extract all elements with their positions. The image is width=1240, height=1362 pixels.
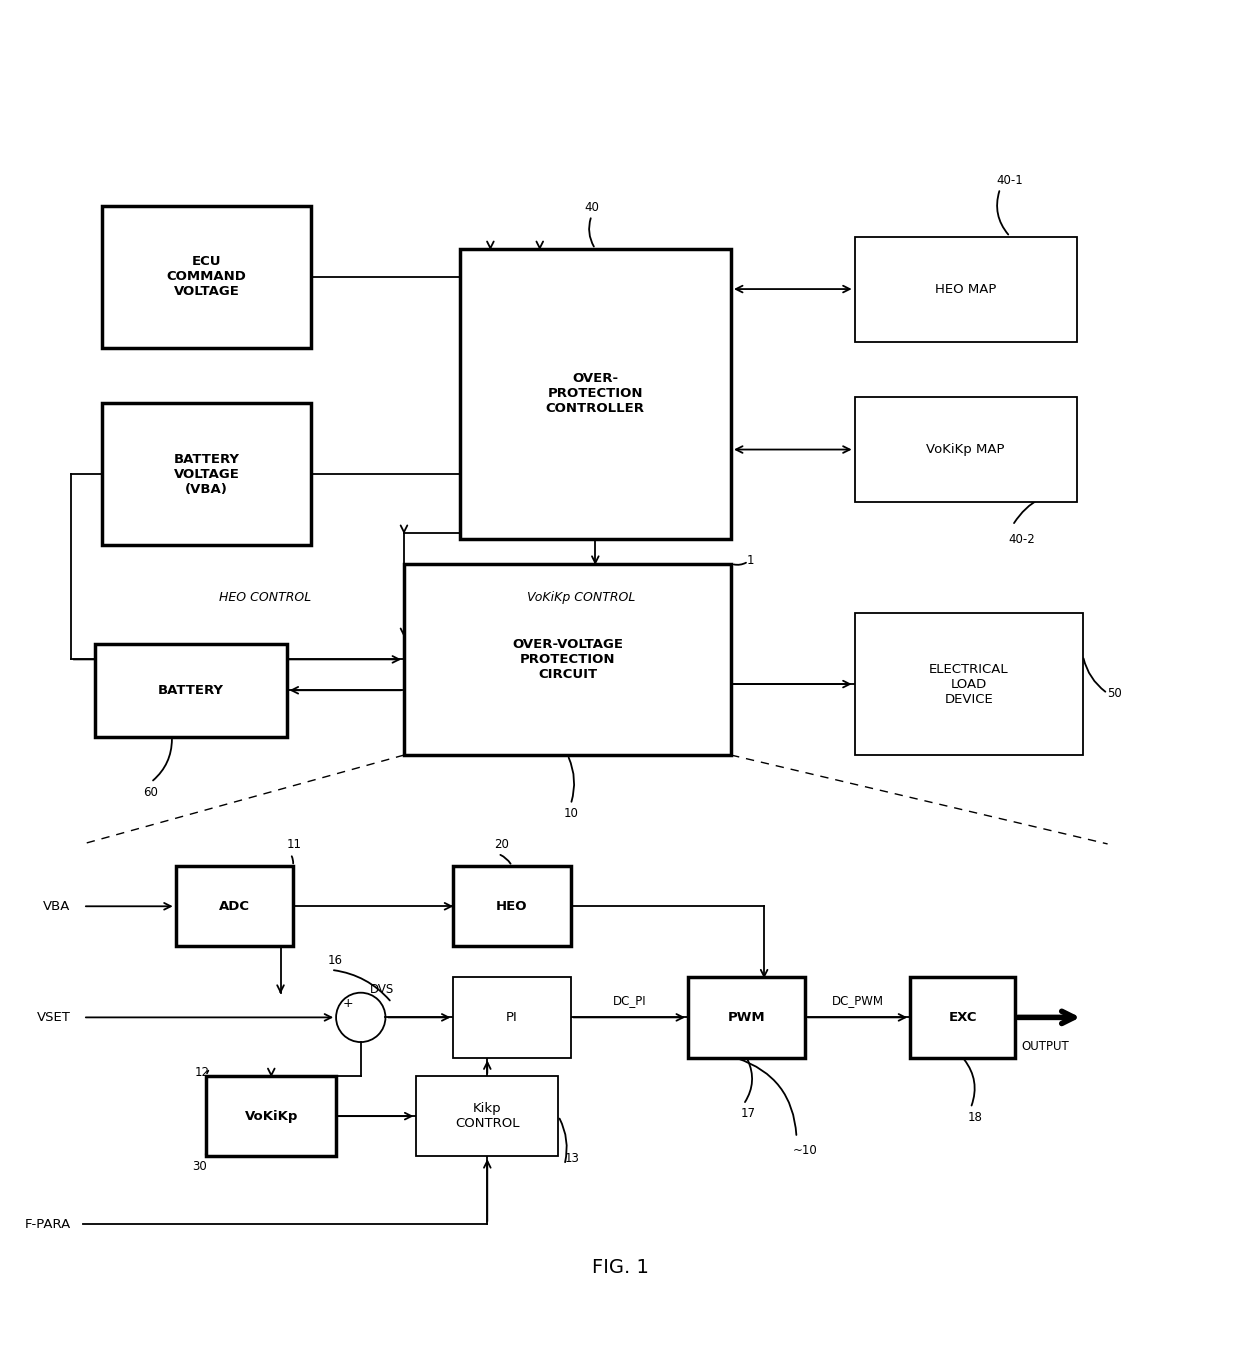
Text: FIG. 1: FIG. 1: [591, 1258, 649, 1276]
Text: DVS: DVS: [370, 983, 393, 996]
FancyBboxPatch shape: [102, 403, 311, 545]
Text: 50: 50: [1107, 686, 1122, 700]
FancyBboxPatch shape: [910, 978, 1016, 1057]
Text: 10: 10: [563, 806, 578, 820]
Text: VSET: VSET: [37, 1011, 71, 1024]
FancyBboxPatch shape: [95, 644, 286, 737]
Text: 12: 12: [195, 1066, 210, 1079]
FancyBboxPatch shape: [404, 564, 732, 755]
Text: HEO: HEO: [496, 900, 528, 913]
FancyBboxPatch shape: [176, 866, 293, 947]
Text: OUTPUT: OUTPUT: [1022, 1039, 1069, 1053]
Text: 40: 40: [584, 202, 599, 214]
Text: 18: 18: [968, 1110, 983, 1124]
Text: HEO CONTROL: HEO CONTROL: [218, 591, 311, 603]
FancyBboxPatch shape: [688, 978, 805, 1057]
Text: VoKiKp MAP: VoKiKp MAP: [926, 443, 1004, 456]
FancyBboxPatch shape: [854, 613, 1083, 755]
Text: DC_PWM: DC_PWM: [832, 994, 884, 1008]
FancyBboxPatch shape: [454, 866, 570, 947]
Text: Kikp
CONTROL: Kikp CONTROL: [455, 1102, 520, 1130]
Text: +: +: [343, 997, 353, 1011]
Text: EXC: EXC: [949, 1011, 977, 1024]
Text: HEO MAP: HEO MAP: [935, 282, 996, 296]
Text: PI: PI: [506, 1011, 518, 1024]
Text: 20: 20: [494, 839, 508, 851]
FancyBboxPatch shape: [102, 206, 311, 347]
Text: 60: 60: [144, 786, 159, 799]
Text: 1: 1: [748, 553, 755, 567]
Text: 17: 17: [742, 1107, 756, 1120]
FancyBboxPatch shape: [207, 1076, 336, 1156]
Text: 30: 30: [192, 1160, 207, 1173]
Text: 40-2: 40-2: [1009, 533, 1035, 546]
FancyBboxPatch shape: [854, 398, 1076, 503]
Text: VoKiKp CONTROL: VoKiKp CONTROL: [527, 591, 636, 603]
Text: BATTERY
VOLTAGE
(VBA): BATTERY VOLTAGE (VBA): [174, 452, 239, 496]
Text: OVER-
PROTECTION
CONTROLLER: OVER- PROTECTION CONTROLLER: [546, 372, 645, 415]
FancyBboxPatch shape: [854, 237, 1076, 342]
Text: DC_PI: DC_PI: [613, 994, 646, 1008]
Text: OVER-VOLTAGE
PROTECTION
CIRCUIT: OVER-VOLTAGE PROTECTION CIRCUIT: [512, 637, 622, 681]
Text: 40-1: 40-1: [997, 174, 1023, 187]
Text: ELECTRICAL
LOAD
DEVICE: ELECTRICAL LOAD DEVICE: [929, 662, 1008, 706]
Text: F-PARA: F-PARA: [25, 1218, 71, 1231]
Text: VBA: VBA: [43, 900, 71, 913]
Text: PWM: PWM: [728, 1011, 765, 1024]
Text: ADC: ADC: [218, 900, 249, 913]
Text: 11: 11: [286, 839, 301, 851]
Text: 13: 13: [564, 1152, 579, 1165]
Text: ECU
COMMAND
VOLTAGE: ECU COMMAND VOLTAGE: [166, 255, 247, 298]
Text: VoKiKp: VoKiKp: [244, 1110, 298, 1122]
Text: BATTERY: BATTERY: [157, 684, 224, 697]
Text: ~10: ~10: [792, 1144, 817, 1156]
FancyBboxPatch shape: [454, 978, 570, 1057]
FancyBboxPatch shape: [460, 249, 732, 539]
FancyBboxPatch shape: [417, 1076, 558, 1156]
Text: 16: 16: [327, 955, 342, 967]
